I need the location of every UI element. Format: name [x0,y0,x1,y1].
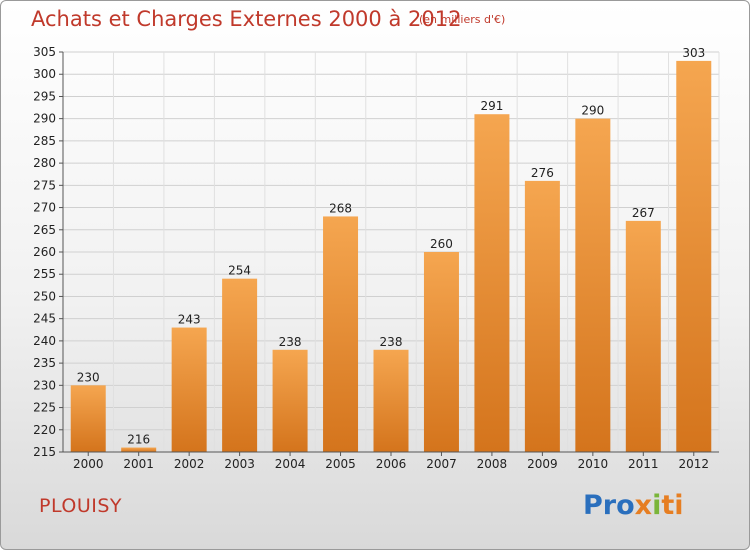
data-label: 291 [480,99,503,113]
x-tick-label: 2001 [123,457,154,471]
proxiti-logo: Proxiti [583,490,684,521]
chart-subtitle: (en milliers d'€) [419,13,506,26]
data-label: 238 [380,335,403,349]
data-label: 303 [682,46,705,60]
data-label: 238 [279,335,302,349]
bar [575,118,611,453]
data-label: 268 [329,201,352,215]
y-tick-label: 215 [33,445,56,459]
y-tick-label: 260 [33,245,56,259]
data-label: 230 [77,370,100,384]
bar [70,385,106,452]
y-tick-label: 240 [33,334,56,348]
x-tick-label: 2004 [275,457,306,471]
data-label: 254 [228,264,251,278]
bar [676,60,712,453]
x-tick-label: 2007 [426,457,457,471]
data-label: 290 [581,104,604,118]
y-tick-label: 275 [33,178,56,192]
bar [121,447,157,452]
bar [524,180,560,452]
x-tick-label: 2008 [477,457,508,471]
chart-title: Achats et Charges Externes 2000 à 2012 [31,7,462,31]
data-label: 216 [127,433,150,447]
x-tick-label: 2011 [628,457,659,471]
y-tick-label: 225 [33,401,56,415]
y-tick-label: 230 [33,378,56,392]
commune-name: PLOUISY [39,495,122,517]
bar [474,114,510,452]
x-tick-label: 2012 [678,457,709,471]
data-label: 276 [531,166,554,180]
bar [423,252,459,452]
y-tick-label: 305 [33,45,56,59]
bar [323,216,359,452]
data-label: 267 [632,206,655,220]
x-tick-label: 2006 [376,457,407,471]
y-tick-label: 250 [33,289,56,303]
logo-part-4: ti [661,490,684,521]
bar [373,349,409,452]
y-tick-label: 300 [33,67,56,81]
y-tick-label: 280 [33,156,56,170]
logo-part-1: Pro [583,490,635,521]
bar [272,349,308,452]
x-tick-label: 2003 [224,457,255,471]
logo-part-2: x [634,490,653,521]
y-tick-label: 220 [33,423,56,437]
x-tick-label: 2005 [325,457,356,471]
bar [625,220,661,452]
data-label: 243 [178,313,201,327]
x-tick-label: 2002 [174,457,205,471]
y-tick-label: 290 [33,112,56,126]
bar [222,278,258,452]
logo-part-3: i [652,490,662,521]
y-tick-label: 270 [33,201,56,215]
y-tick-label: 295 [33,89,56,103]
y-tick-label: 285 [33,134,56,148]
x-tick-label: 2000 [73,457,104,471]
y-tick-label: 235 [33,356,56,370]
x-tick-label: 2010 [578,457,609,471]
bar [171,327,207,452]
x-tick-label: 2009 [527,457,558,471]
y-tick-label: 245 [33,312,56,326]
y-tick-label: 255 [33,267,56,281]
y-tick-label: 265 [33,223,56,237]
data-label: 260 [430,237,453,251]
